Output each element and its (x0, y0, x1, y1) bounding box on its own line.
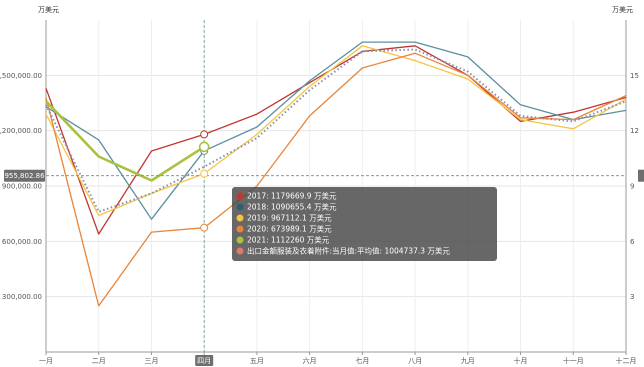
tooltip-marker (236, 192, 244, 200)
tooltip-marker (236, 236, 244, 244)
right-y-tick-label: 3 (630, 293, 634, 301)
right-y-tick-label: 9 (630, 183, 634, 191)
tooltip-entry: 2018: 1090655.4 万美元 (247, 202, 337, 212)
right-y-tick-label: 12 (630, 127, 639, 135)
hover-marker-3 (200, 223, 209, 232)
series-line-2 (45, 45, 627, 217)
series-line-3 (45, 52, 627, 307)
tooltip-marker (236, 203, 244, 211)
grid (45, 20, 627, 352)
y-tick-label: 300,000.00 (2, 293, 42, 301)
hover-marker-0 (200, 130, 209, 139)
x-tick-label: 七月 (355, 356, 369, 365)
tooltip-entry: 2019: 967112.1 万美元 (247, 213, 332, 223)
hover-marker-4 (198, 141, 210, 153)
x-tick-label: 二月 (92, 357, 106, 365)
series-line-0 (45, 45, 627, 235)
tooltip-box (232, 187, 497, 261)
crosshair: 955,802.86 (4, 20, 644, 352)
tooltip-entry: 2017: 1179669.9 万美元 (247, 191, 337, 201)
x-tick-label: 一月 (39, 357, 53, 365)
y-tick-label: 600,000.00 (2, 238, 42, 246)
tooltip-marker (236, 225, 244, 233)
y-tick-label: 900,000.00 (2, 183, 42, 191)
y-tick-label: 1,500,000.00 (0, 72, 42, 80)
x-tick-label: 十二月 (616, 356, 637, 365)
y-pointer-badge (4, 169, 45, 182)
right-y-tick-label: 6 (630, 238, 635, 246)
x-pointer-badge (195, 355, 214, 366)
left-axis-unit: 万美元 (38, 5, 59, 14)
tooltip-entry: 2021: 1112260 万美元 (247, 235, 330, 245)
series-lines (45, 41, 627, 307)
tooltip-marker (236, 247, 244, 255)
x-tick-label: 十月 (514, 356, 528, 365)
hover-markers (198, 130, 210, 232)
tooltip-marker (236, 214, 244, 222)
x-tick-label: 六月 (303, 356, 317, 365)
tooltip-entry: 出口金额服装及衣着附件:当月值:平均值: 1004737.3 万美元 (247, 246, 450, 256)
series-line-4 (45, 100, 205, 182)
right-axis-unit: 万美元 (612, 5, 633, 14)
x-tick-label: 十一月 (563, 356, 584, 365)
y-tick-label: 1,200,000.00 (0, 127, 42, 135)
hover-marker-2 (200, 169, 209, 178)
right-y-tick-label: 15 (630, 72, 639, 80)
x-tick-label: 八月 (408, 357, 422, 365)
x-tick-label-active: 四月 (197, 357, 211, 365)
x-tick-label: 九月 (461, 356, 475, 365)
x-tick-label: 五月 (250, 357, 264, 365)
tooltip-entry: 2020: 673989.1 万美元 (247, 224, 332, 234)
x-tick-label: 三月 (144, 357, 158, 365)
series-line-1 (45, 41, 627, 220)
y-pointer-badge-right (638, 169, 644, 182)
axes: 300,000.00 3 600,000.00 6 900,000.00 9 1,200,0… (0, 20, 639, 366)
y-pointer-label: 955,802.86 (4, 172, 45, 180)
